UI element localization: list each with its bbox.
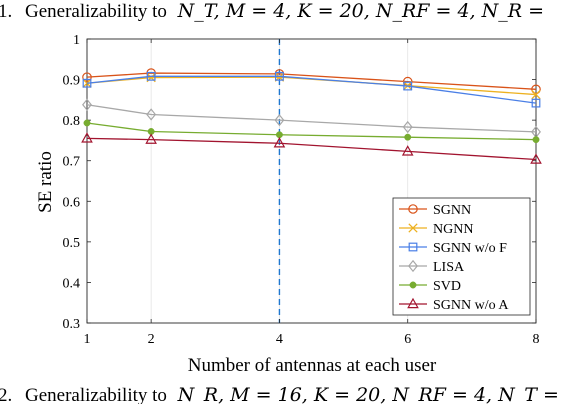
data-point-svd bbox=[404, 133, 412, 141]
caption-bottom: 2. Generalizability to N_R, M = 16, K = … bbox=[0, 384, 559, 404]
y-axis-label: SE ratio bbox=[35, 151, 56, 213]
series-line-sgnn-w-o-a bbox=[86, 137, 537, 161]
legend-item-ngnn: NGNN bbox=[399, 222, 473, 237]
legend-marker bbox=[407, 297, 419, 309]
series-line-lisa bbox=[86, 104, 537, 133]
data-point-sgnn-w-o-f bbox=[82, 78, 92, 88]
x-tick-label: 2 bbox=[148, 332, 155, 347]
data-point-sgnn-w-o-f bbox=[146, 71, 156, 81]
x-tick-label: 6 bbox=[404, 332, 411, 347]
series-line-sgnn-w-o-f bbox=[86, 75, 537, 104]
data-point-svd bbox=[532, 136, 540, 144]
legend-item-svd: SVD bbox=[399, 279, 461, 294]
legend-item-lisa: LISA bbox=[399, 259, 465, 275]
series-sgnn-w-o-f bbox=[82, 71, 541, 108]
plot-area: 1 2 4 6 80.30.40.50.60.70.80.91 SGNNNGNNSGNN… bbox=[63, 33, 542, 347]
data-point-ngnn bbox=[531, 89, 541, 100]
caption-top: 1. Generalizability to N_T, M = 4, K = 2… bbox=[0, 0, 544, 22]
data-point-sgnn bbox=[531, 84, 541, 95]
series-layer bbox=[81, 68, 542, 164]
legend-label: LISA bbox=[433, 260, 465, 275]
data-point-lisa bbox=[82, 98, 92, 111]
x-tick-label: 4 bbox=[276, 332, 283, 347]
legend-label: SGNN w/o A bbox=[433, 298, 509, 313]
data-point-sgnn-w-o-a bbox=[530, 153, 542, 164]
data-point-ngnn bbox=[82, 78, 92, 88]
y-tick-label: 0.3 bbox=[63, 317, 81, 332]
legend-item-sgnn: SGNN bbox=[399, 203, 471, 218]
caption-top-math: N_T, M = 4, K = 20, N_RF = 4, N_R = bbox=[177, 0, 544, 22]
y-tick-label: 0.7 bbox=[63, 155, 81, 170]
series-lisa bbox=[82, 98, 541, 139]
data-point-lisa bbox=[274, 113, 285, 127]
data-point-sgnn bbox=[82, 72, 92, 82]
y-tick-label: 0.5 bbox=[63, 236, 81, 251]
y-tick-label: 0.6 bbox=[63, 195, 81, 210]
data-point-sgnn-w-o-f bbox=[403, 81, 413, 91]
legend-item-sgnn-w-o-f: SGNN w/o F bbox=[399, 241, 507, 256]
legend-label: NGNN bbox=[433, 222, 473, 237]
legend: SGNN NGNN SGNN w/o F LISA SVD SGNN w/o A bbox=[392, 197, 531, 316]
series-line-sgnn bbox=[86, 72, 537, 90]
data-point-svd bbox=[275, 131, 283, 139]
legend-label: SGNN bbox=[433, 203, 471, 218]
y-tick-label: 0.9 bbox=[63, 74, 81, 89]
legend-box bbox=[392, 197, 531, 316]
legend-marker bbox=[408, 259, 418, 273]
legend-marker bbox=[409, 281, 417, 289]
x-tick-label: 8 bbox=[533, 332, 540, 347]
data-point-sgnn-w-o-f bbox=[275, 71, 284, 81]
data-point-sgnn-w-o-a bbox=[145, 133, 157, 144]
legend-label: SVD bbox=[433, 279, 461, 294]
x-axis-label: Number of antennas at each user bbox=[188, 355, 437, 376]
data-point-sgnn-w-o-a bbox=[273, 137, 286, 148]
legend-item-sgnn-w-o-a: SGNN w/o A bbox=[399, 297, 509, 313]
axes-box bbox=[86, 38, 537, 324]
legend-label: SGNN w/o F bbox=[433, 241, 507, 256]
y-tick-label: 0.4 bbox=[63, 276, 81, 291]
y-tick-label: 1 bbox=[73, 33, 80, 48]
caption-bottom-number: 2. bbox=[0, 385, 12, 404]
caption-top-text: Generalizability to bbox=[25, 1, 167, 22]
data-point-lisa bbox=[146, 108, 157, 121]
legend-marker bbox=[408, 242, 418, 252]
data-point-sgnn-w-o-a bbox=[401, 145, 414, 156]
y-tick-label: 0.8 bbox=[63, 114, 81, 129]
axis-ticks: 1 2 4 6 8 0.3 0.4 0.5 0.6 0.7 0.8 0.9 1 bbox=[63, 33, 540, 347]
x-tick-label: 1 bbox=[84, 332, 91, 347]
caption-top-number: 1. bbox=[0, 1, 12, 22]
legend-marker bbox=[408, 223, 418, 233]
data-point-svd bbox=[83, 119, 91, 127]
legend-marker bbox=[408, 204, 418, 214]
series-sgnn-w-o-a bbox=[81, 132, 542, 164]
caption-bottom-math: N_R, M = 16, K = 20, N_RF = 4, N_T = bbox=[177, 384, 559, 404]
data-point-sgnn-w-o-f bbox=[531, 98, 541, 108]
data-point-sgnn-w-o-a bbox=[81, 132, 93, 143]
data-point-lisa bbox=[402, 120, 413, 134]
caption-bottom-text: Generalizability to bbox=[25, 385, 167, 404]
